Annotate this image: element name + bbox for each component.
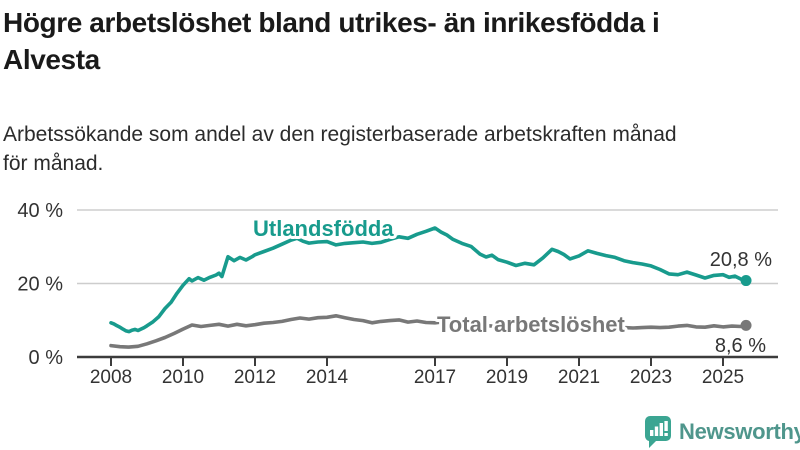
series-line-1: [109, 313, 748, 349]
newsworthy-wordmark: Newsworthy: [679, 419, 800, 444]
x-tick-label: 2010: [162, 367, 204, 388]
newsworthy-logo: Newsworthy: [644, 415, 800, 449]
x-tick-label: 2021: [558, 367, 600, 388]
x-axis: [77, 355, 778, 366]
y-tick-label: 0 %: [29, 347, 64, 369]
end-dot-1: [740, 319, 752, 331]
x-tick-label: 2019: [486, 367, 528, 388]
x-tick-label: 2012: [234, 367, 276, 388]
series-line-0: [109, 226, 748, 334]
x-tick-label: 2017: [414, 367, 456, 388]
gridlines: [77, 209, 778, 285]
series-label-total-arbetsloshet: Total arbetslöshet: [437, 312, 626, 337]
x-tick-label: 2008: [90, 367, 132, 388]
x-tick-label: 2025: [702, 367, 744, 388]
x-axis-labels: 2008 2010 2012 2014 2017 2019 2021 2023 2025: [90, 367, 744, 388]
end-value-utlandsfodda: 20,8 %: [710, 249, 772, 271]
end-value-total-arbetsloshet: 8,6 %: [715, 335, 766, 357]
newsworthy-bubble-chart-icon: [644, 416, 671, 448]
chart-title-line-2: Alvesta: [3, 44, 100, 75]
series-label-utlandsfodda: Utlandsfödda: [253, 216, 394, 241]
chart-title-line-1: Högre arbetslöshet bland utrikes- än inr…: [3, 7, 660, 38]
chart-header: Högre arbetslöshet bland utrikes- än inr…: [3, 4, 797, 78]
x-tick-label: 2023: [630, 367, 672, 388]
chart-subtitle: Arbetssökande som andel av den registerb…: [3, 120, 797, 178]
y-tick-label: 20 %: [17, 274, 63, 296]
chart-subtitle-line-2: för månad.: [3, 152, 104, 175]
y-axis-labels: 0 % 20 % 40 %: [17, 200, 63, 369]
chart-title: Högre arbetslöshet bland utrikes- än inr…: [3, 4, 797, 78]
x-tick-label: 2014: [306, 367, 349, 388]
chart-subtitle-line-1: Arbetssökande som andel av den registerb…: [3, 123, 677, 146]
end-dot-0: [740, 275, 752, 287]
y-tick-label: 40 %: [17, 200, 63, 222]
series-lines: [109, 226, 748, 349]
series-end-dots: [740, 275, 752, 331]
